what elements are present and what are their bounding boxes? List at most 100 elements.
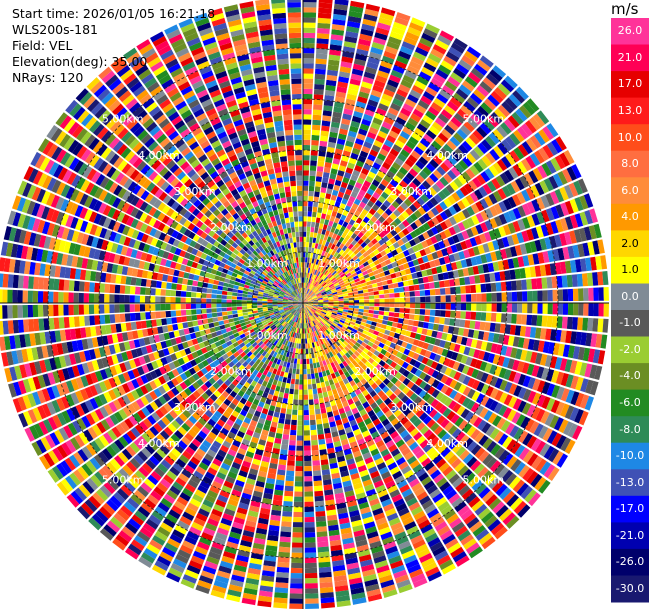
range-gate: [311, 294, 316, 298]
range-gate: [337, 268, 343, 274]
range-gate: [382, 315, 389, 321]
range-gate: [331, 263, 337, 269]
range-gate: [493, 228, 502, 239]
range-gate: [310, 292, 315, 297]
range-gate: [348, 237, 354, 244]
range-gate: [536, 315, 543, 327]
range-gate: [322, 391, 329, 398]
range-gate: [346, 26, 360, 34]
range-gate: [397, 214, 406, 222]
range-gate: [346, 287, 353, 291]
range-gate: [314, 490, 324, 497]
range-gate: [417, 321, 424, 328]
range-gate: [298, 348, 301, 354]
range-gate: [370, 89, 382, 98]
range-gate: [494, 87, 507, 100]
range-gate: [353, 308, 359, 312]
range-gate: [279, 371, 285, 377]
range-gate: [421, 32, 436, 43]
range-gate: [304, 328, 307, 334]
range-gate: [422, 222, 431, 231]
range-gate: [434, 233, 443, 242]
range-gate: [479, 233, 487, 244]
range-gate: [489, 69, 503, 82]
range-gate: [303, 83, 313, 89]
range-gate: [536, 110, 550, 125]
range-gate: [345, 31, 359, 39]
range-gate: [369, 196, 378, 204]
range-gate: [527, 303, 533, 314]
range-gate: [281, 439, 289, 445]
range-gate: [314, 84, 325, 90]
range-gate: [410, 113, 422, 123]
range-gate: [517, 144, 529, 157]
range-gate: [388, 244, 396, 252]
range-gate: [292, 542, 303, 548]
range-gate: [483, 231, 492, 242]
range-gate: [304, 557, 317, 564]
range-gate: [318, 202, 324, 209]
range-gate: [435, 223, 444, 233]
range-gate: [393, 121, 404, 130]
range-gate: [413, 284, 420, 291]
range-gate: [330, 256, 336, 262]
range-gate: [311, 258, 315, 264]
range-gate: [305, 588, 319, 594]
range-gate: [383, 289, 390, 294]
range-gate: [394, 292, 400, 298]
range-gate: [450, 303, 456, 310]
range-gate: [350, 73, 363, 81]
range-gate: [304, 491, 314, 497]
range-gate: [304, 293, 307, 299]
range-gate: [309, 284, 314, 290]
range-gate: [358, 311, 364, 316]
range-gate: [383, 270, 391, 276]
range-gate: [434, 136, 446, 147]
range-gate: [312, 274, 316, 280]
range-gate: [347, 243, 354, 250]
range-gate: [307, 252, 311, 258]
range-gate: [361, 81, 373, 90]
range-gate: [496, 159, 508, 171]
range-gate: [296, 369, 300, 375]
range-gate: [338, 255, 344, 261]
range-gate: [313, 89, 324, 95]
range-gate: [407, 279, 414, 286]
range-gate: [303, 292, 305, 298]
range-gate: [374, 273, 381, 279]
range-gate: [379, 307, 385, 311]
range-gate: [303, 68, 314, 74]
range-gate: [304, 435, 311, 441]
range-gate: [311, 129, 320, 136]
range-gate: [512, 194, 522, 206]
range-gate: [375, 187, 384, 196]
range-gate: [334, 179, 342, 187]
range-gate: [313, 362, 317, 369]
range-gate: [348, 10, 363, 19]
range-gate: [439, 317, 445, 325]
range-gate: [414, 187, 424, 197]
range-gate: [354, 258, 361, 264]
range-gate: [354, 266, 361, 272]
range-gate: [452, 234, 460, 244]
range-gate: [279, 536, 291, 543]
range-gate: [384, 157, 394, 166]
range-gate: [380, 7, 396, 17]
range-gate: [353, 221, 360, 229]
range-gate: [443, 105, 456, 116]
range-gate: [395, 246, 403, 254]
range-gate: [367, 284, 373, 289]
range-gate: [339, 128, 348, 136]
range-gate: [391, 322, 398, 328]
range-gate: [309, 358, 313, 364]
range-gate: [413, 314, 420, 321]
range-gate: [492, 65, 507, 78]
range-gate: [382, 220, 390, 228]
range-gate: [309, 414, 316, 421]
range-gate: [465, 194, 475, 205]
range-gate: [315, 408, 321, 415]
range-gate: [543, 178, 554, 192]
range-gate: [364, 8, 379, 17]
range-gate: [394, 157, 404, 167]
range-gate: [403, 262, 410, 270]
